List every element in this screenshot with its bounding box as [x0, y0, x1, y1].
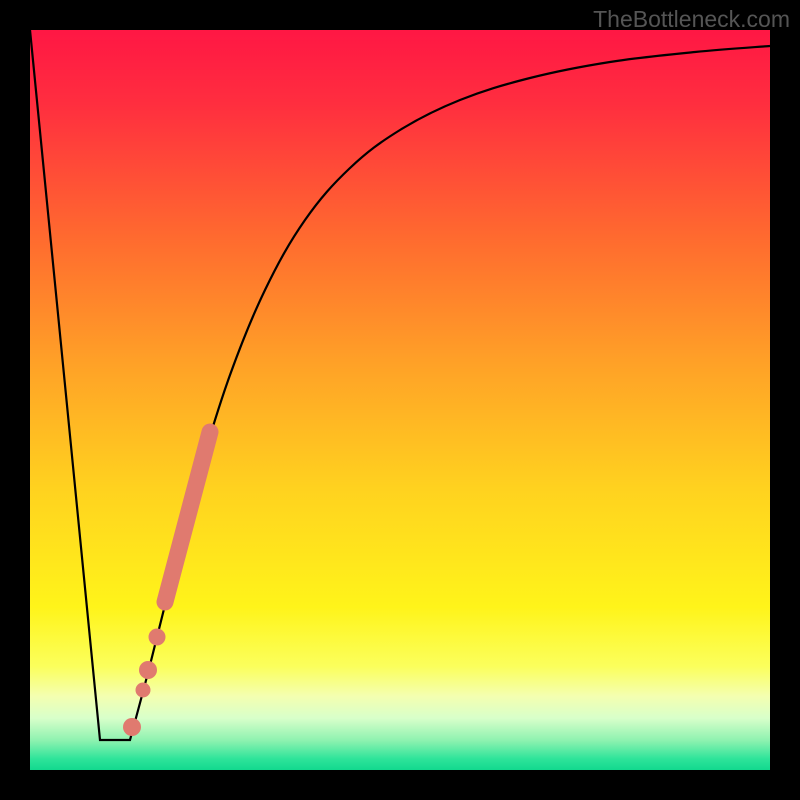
- plot-area: [30, 30, 770, 770]
- curve-layer: [30, 30, 770, 770]
- bottleneck-curve: [30, 30, 770, 740]
- highlight-segment: [165, 432, 210, 602]
- chart-frame: TheBottleneck.com: [0, 0, 800, 800]
- highlight-dots: [123, 629, 166, 737]
- watermark-text: TheBottleneck.com: [593, 6, 790, 33]
